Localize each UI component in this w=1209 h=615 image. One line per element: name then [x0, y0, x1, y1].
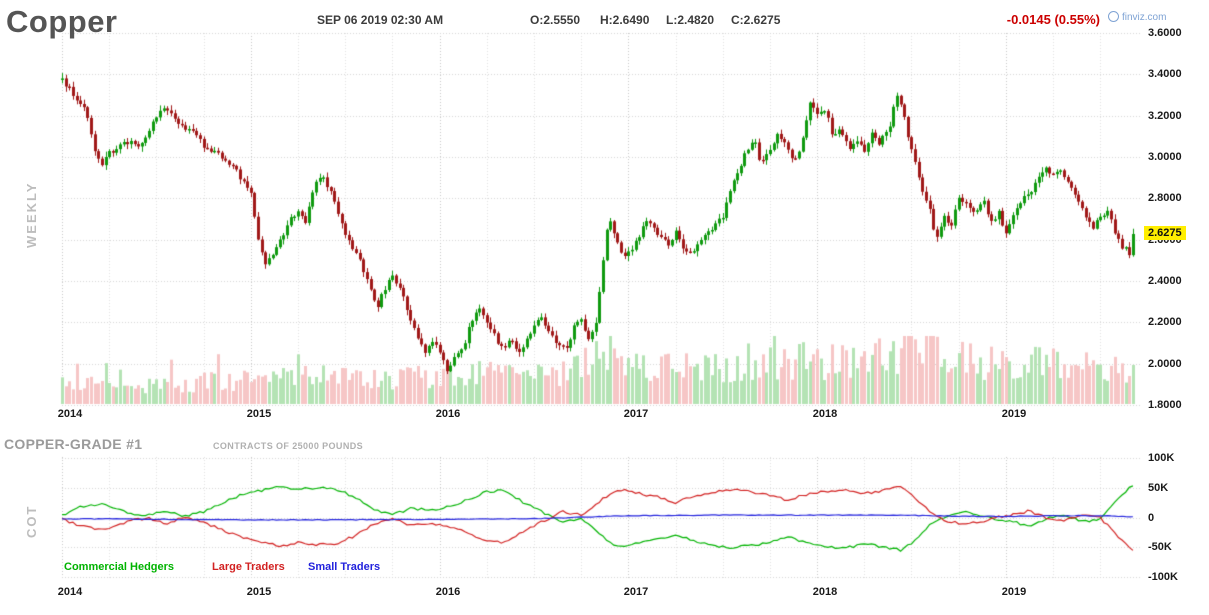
close-value: C:2.6275 — [731, 13, 781, 27]
cot-xtick-2016: 2016 — [435, 586, 461, 598]
cot-ytick: -50K — [1148, 541, 1172, 553]
price-xtick-2018: 2018 — [812, 408, 838, 420]
open-value: O:2.5550 — [530, 13, 581, 27]
cot-xtick-2015: 2015 — [246, 586, 272, 598]
change-label: -0.0145 (0.55%) — [1006, 12, 1100, 27]
cot-panel-label: COT — [24, 504, 39, 538]
cot-xtick-2018: 2018 — [812, 586, 838, 598]
price-ytick: 2.2000 — [1148, 316, 1182, 328]
cot-ytick: 100K — [1148, 452, 1175, 464]
price-ytick: 3.0000 — [1148, 151, 1182, 163]
price-ytick: 3.6000 — [1148, 27, 1182, 39]
price-ytick: 1.8000 — [1148, 399, 1182, 411]
price-ytick: 3.4000 — [1148, 68, 1182, 80]
cot-section-title: COPPER-GRADE #1 — [4, 436, 143, 452]
legend-large-traders: Large Traders — [212, 561, 285, 573]
cot-ytick: -100K — [1148, 571, 1178, 583]
price-xtick-2016: 2016 — [435, 408, 461, 420]
quote-timestamp: SEP 06 2019 02:30 AM — [317, 13, 444, 27]
cot-ytick: 0 — [1148, 512, 1155, 524]
weekly-panel-label: WEEKLY — [24, 181, 39, 248]
price-xtick-2015: 2015 — [246, 408, 272, 420]
last-price-tag: 2.6275 — [1144, 226, 1186, 240]
price-xtick-2019: 2019 — [1001, 408, 1027, 420]
cot-section-subtitle: CONTRACTS OF 25000 POUNDS — [213, 441, 364, 451]
price-ytick: 2.4000 — [1148, 275, 1182, 287]
finviz-logo-icon — [1108, 11, 1119, 22]
high-value: H:2.6490 — [600, 13, 650, 27]
price-ytick: 3.2000 — [1148, 110, 1182, 122]
instrument-title: Copper — [6, 4, 118, 39]
price-xtick-2014: 2014 — [57, 408, 83, 420]
cot-xtick-2019: 2019 — [1001, 586, 1027, 598]
price-ytick: 2.0000 — [1148, 358, 1182, 370]
cot-ytick: 50K — [1148, 482, 1169, 494]
price-ytick: 2.8000 — [1148, 192, 1182, 204]
finviz-watermark-text: finviz.com — [1122, 12, 1167, 23]
cot-xtick-2017: 2017 — [623, 586, 649, 598]
legend-commercial-hedgers: Commercial Hedgers — [64, 561, 175, 573]
finviz-watermark-link[interactable]: finviz.com — [1108, 11, 1166, 23]
cot-xtick-2014: 2014 — [57, 586, 83, 598]
legend-small-traders: Small Traders — [308, 561, 381, 573]
price-xtick-2017: 2017 — [623, 408, 649, 420]
low-value: L:2.4820 — [666, 13, 715, 27]
